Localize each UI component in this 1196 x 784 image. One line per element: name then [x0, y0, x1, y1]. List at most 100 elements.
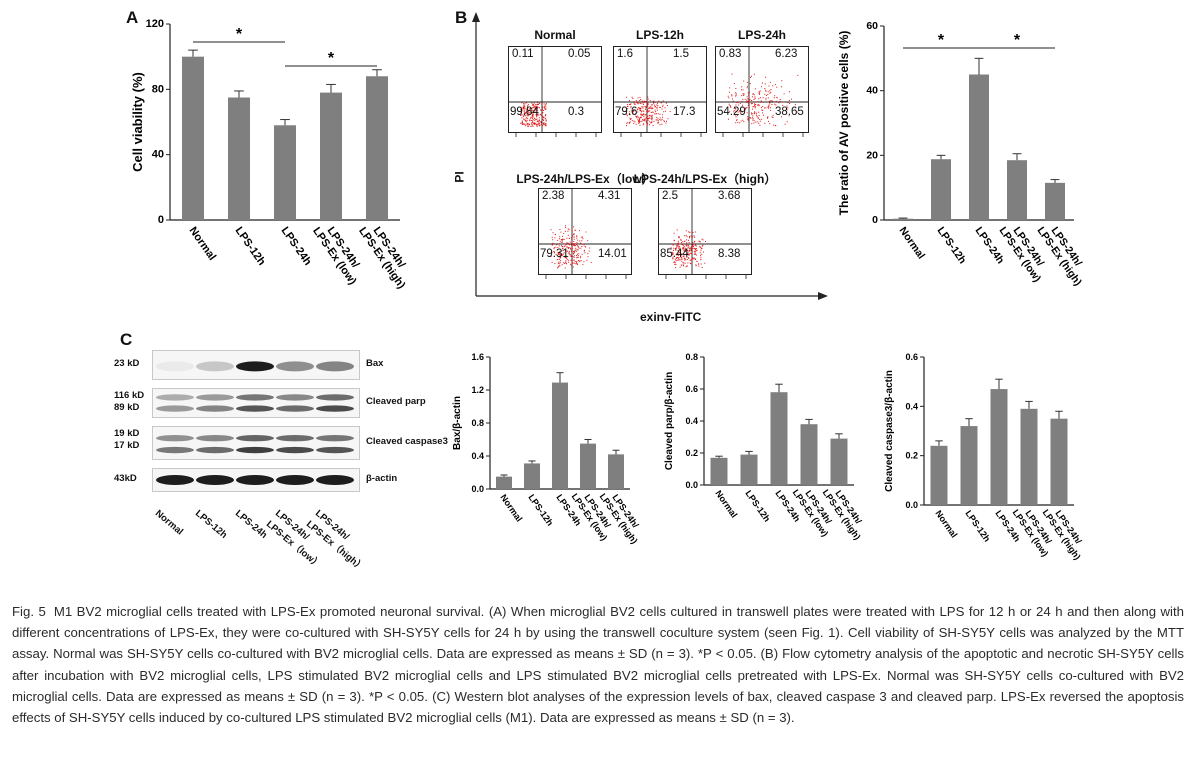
- chart-c-caspase3: 0.0 0.2 0.4 0.6 Cleaved caspase3/β-actin Norm…: [884, 352, 1084, 562]
- flow-plot: [613, 46, 707, 144]
- y-tick-label: 0: [872, 214, 878, 226]
- blot-band: [156, 394, 194, 401]
- y-axis-label: Bax/β-actin: [452, 396, 463, 450]
- significance-star: *: [1014, 32, 1021, 49]
- x-category-label: LPS-12h: [526, 492, 555, 527]
- flow-plot-frame: [715, 46, 809, 133]
- y-tick-label: 0.6: [905, 352, 918, 362]
- blot-band: [316, 394, 354, 401]
- protein-label: Cleaved caspase3: [366, 436, 448, 447]
- blot-band: [156, 446, 194, 454]
- bar: [770, 392, 788, 485]
- quadrant-value: 79.31: [540, 248, 569, 260]
- quadrant-value: 0.83: [719, 48, 742, 60]
- x-category-label: Normal: [933, 508, 959, 539]
- molecular-weight-label: 23 kD: [114, 358, 140, 369]
- x-category-label: LPS-12h: [935, 225, 969, 266]
- quadrant-value: 17.3: [673, 106, 696, 118]
- flow-x-label: exinv-FITC: [640, 310, 702, 324]
- bar: [990, 389, 1008, 505]
- blot-band: [196, 361, 234, 372]
- bar: [1045, 182, 1065, 220]
- x-category-label: LPS-24h/LPS-Ex (high): [1035, 218, 1094, 288]
- y-tick-label: 0.0: [471, 484, 484, 494]
- blot-strip: [152, 468, 360, 492]
- figure-number: Fig. 5: [12, 604, 46, 619]
- quadrant-value: 6.23: [775, 48, 798, 60]
- x-category-label: LPS-12h: [743, 488, 772, 523]
- caption-text: M1 BV2 microglial cells treated with LPS…: [12, 604, 1184, 726]
- blot-band: [236, 394, 274, 401]
- flow-plot: [658, 188, 752, 286]
- panel-letter-b: B: [455, 8, 468, 27]
- blot-band: [156, 475, 194, 485]
- bar: [1007, 160, 1027, 220]
- bar: [182, 56, 204, 220]
- bar: [366, 76, 388, 221]
- bar: [496, 476, 512, 489]
- x-category-label: LPS-12h: [233, 225, 268, 268]
- bar: [274, 125, 296, 220]
- bar: [931, 159, 951, 220]
- quadrant-value: 2.38: [542, 190, 565, 202]
- blot-band: [196, 405, 234, 412]
- bar: [608, 454, 624, 489]
- significance-star: *: [236, 26, 243, 43]
- quadrant-value: 14.01: [598, 248, 627, 260]
- protein-label: Bax: [366, 358, 384, 369]
- figure-caption: Fig. 5 M1 BV2 microglial cells treated wi…: [12, 601, 1184, 728]
- blot-band: [276, 405, 314, 412]
- flow-events: [550, 225, 592, 269]
- bar: [524, 463, 540, 489]
- y-tick-label: 80: [152, 83, 164, 95]
- bar: [228, 97, 250, 220]
- quadrant-value: 8.38: [718, 248, 741, 260]
- flow-plot: [715, 46, 809, 144]
- blot-band: [196, 475, 234, 485]
- y-tick-label: 60: [866, 20, 878, 32]
- y-tick-label: 0.6: [685, 384, 698, 394]
- blot-strip: [152, 388, 360, 418]
- protein-label: Cleaved parp: [366, 396, 426, 407]
- blot-band: [276, 394, 314, 401]
- y-tick-label: 120: [146, 18, 164, 30]
- blot-band: [316, 446, 354, 454]
- chart-a: 0 40 80 120 Cell viability (%) Normal LPS-12h L…: [130, 18, 408, 291]
- bar: [960, 426, 978, 505]
- blot-band: [276, 475, 314, 485]
- flow-plot-title: Normal: [534, 28, 576, 42]
- panel-letter-c: C: [120, 330, 133, 349]
- x-category-label: Normal: [498, 492, 524, 523]
- bar: [320, 92, 342, 220]
- blot-band: [196, 446, 234, 454]
- blot-band: [236, 361, 274, 372]
- y-tick-label: 0.0: [685, 480, 698, 490]
- quadrant-value: 2.5: [662, 190, 678, 202]
- blot-band: [316, 405, 354, 412]
- flow-cytometry-panel: PI exinv-FITC Normal 0.11 0.05 99.84 0.3 LPS-…: [453, 10, 830, 330]
- flow-axes: [472, 12, 828, 300]
- molecular-weight-label: 116 kD: [114, 390, 145, 401]
- significance-star: *: [938, 32, 945, 49]
- blot-band: [316, 361, 354, 372]
- flow-plot-title: LPS-24h/LPS-Ex（high）: [633, 172, 777, 186]
- quadrant-value: 4.31: [598, 190, 621, 202]
- molecular-weight-label: 89 kD: [114, 402, 140, 413]
- quadrant-value: 38.65: [775, 106, 804, 118]
- quadrant-value: 85.44: [660, 248, 689, 260]
- blot-band: [196, 394, 234, 401]
- lane-label: LPS-24h: [232, 508, 270, 541]
- quadrant-value: 0.05: [568, 48, 591, 60]
- y-tick-label: 1.6: [471, 352, 484, 362]
- blot-band: [276, 361, 314, 372]
- flow-plot: [538, 188, 632, 286]
- quadrant-value: 3.68: [718, 190, 741, 202]
- bar: [830, 438, 848, 485]
- blot-band: [236, 446, 274, 454]
- y-tick-label: 0: [158, 214, 164, 226]
- x-category-label: LPS-24h: [279, 225, 314, 268]
- y-tick-label: 0.0: [905, 500, 918, 510]
- bar: [1020, 408, 1038, 505]
- lane-label: Normal: [152, 508, 186, 538]
